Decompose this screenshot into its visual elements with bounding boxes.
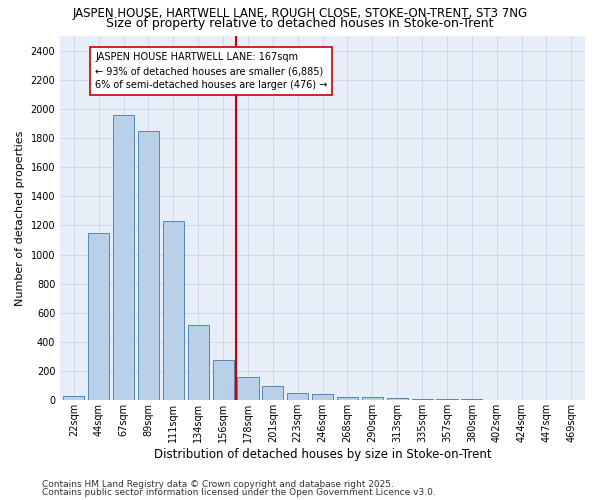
Bar (138, 130, 159, 400)
Bar (212, 360, 233, 401)
Bar (412, 399, 433, 400)
Bar (113, 114, 134, 401)
Bar (436, 399, 458, 400)
Bar (63, 396, 85, 400)
Bar (362, 398, 383, 400)
Bar (312, 394, 333, 400)
Bar (461, 399, 482, 400)
Y-axis label: Number of detached properties: Number of detached properties (15, 130, 25, 306)
Bar (88, 232, 109, 400)
Text: JASPEN HOUSE HARTWELL LANE: 167sqm
← 93% of detached houses are smaller (6,885)
: JASPEN HOUSE HARTWELL LANE: 167sqm ← 93%… (95, 52, 328, 90)
Bar (262, 386, 283, 400)
Bar (163, 221, 184, 400)
Text: Size of property relative to detached houses in Stoke-on-Trent: Size of property relative to detached ho… (106, 18, 494, 30)
Bar (238, 377, 259, 400)
Text: Contains public sector information licensed under the Open Government Licence v3: Contains public sector information licen… (42, 488, 436, 497)
Bar (386, 398, 408, 400)
Text: Contains HM Land Registry data © Crown copyright and database right 2025.: Contains HM Land Registry data © Crown c… (42, 480, 394, 489)
Bar (287, 393, 308, 400)
Text: JASPEN HOUSE, HARTWELL LANE, ROUGH CLOSE, STOKE-ON-TRENT, ST3 7NG: JASPEN HOUSE, HARTWELL LANE, ROUGH CLOSE… (73, 8, 527, 20)
X-axis label: Distribution of detached houses by size in Stoke-on-Trent: Distribution of detached houses by size … (154, 448, 491, 461)
Bar (188, 324, 209, 400)
Bar (337, 396, 358, 400)
